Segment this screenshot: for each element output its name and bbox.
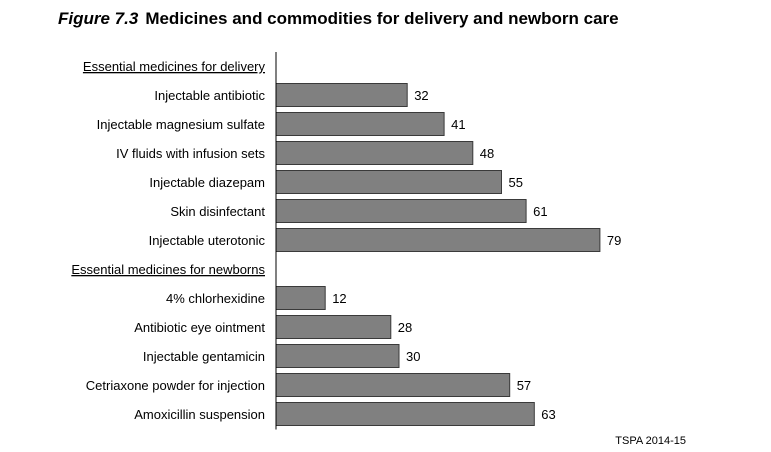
data-label: 12 — [332, 291, 346, 306]
category-label: Skin disinfectant — [170, 204, 265, 219]
bar — [275, 170, 502, 194]
bar — [275, 373, 511, 397]
bar — [275, 344, 400, 368]
category-label: IV fluids with infusion sets — [116, 146, 265, 161]
data-label: 63 — [541, 407, 555, 422]
category-label: Injectable magnesium sulfate — [97, 117, 265, 132]
data-label: 61 — [533, 204, 547, 219]
group-heading: Essential medicines for newborns — [71, 262, 265, 277]
bar — [275, 402, 535, 426]
data-label: 55 — [509, 175, 523, 190]
data-label: 79 — [607, 233, 621, 248]
source-note: TSPA 2014-15 — [615, 435, 686, 447]
bar — [275, 83, 408, 107]
category-label: Amoxicillin suspension — [134, 407, 265, 422]
group-heading: Essential medicines for delivery — [83, 59, 266, 74]
category-label: Injectable diazepam — [149, 175, 265, 190]
category-label: Injectable uterotonic — [149, 233, 266, 248]
bar — [275, 315, 392, 339]
bar — [275, 286, 326, 310]
bar — [275, 228, 601, 252]
category-label: Antibiotic eye ointment — [134, 320, 265, 335]
data-label: 32 — [414, 88, 428, 103]
data-label: 57 — [517, 378, 531, 393]
category-label: Cetriaxone powder for injection — [86, 378, 265, 393]
bar — [275, 141, 474, 165]
bar — [275, 199, 527, 223]
bars-layer: Essential medicines for delivery Injectab… — [71, 59, 621, 426]
figure-label: Figure 7.3 — [58, 9, 139, 28]
data-label: 28 — [398, 320, 412, 335]
category-label: Injectable antibiotic — [154, 88, 265, 103]
data-label: 30 — [406, 349, 420, 364]
data-label: 48 — [480, 146, 494, 161]
category-label: 4% chlorhexidine — [166, 291, 265, 306]
data-label: 41 — [451, 117, 465, 132]
category-label: Injectable gentamicin — [143, 349, 265, 364]
bar — [275, 112, 445, 136]
chart-title-text: Medicines and commodities for delivery a… — [145, 9, 618, 28]
chart-title: Figure 7.3 Medicines and commodities for … — [58, 9, 619, 28]
